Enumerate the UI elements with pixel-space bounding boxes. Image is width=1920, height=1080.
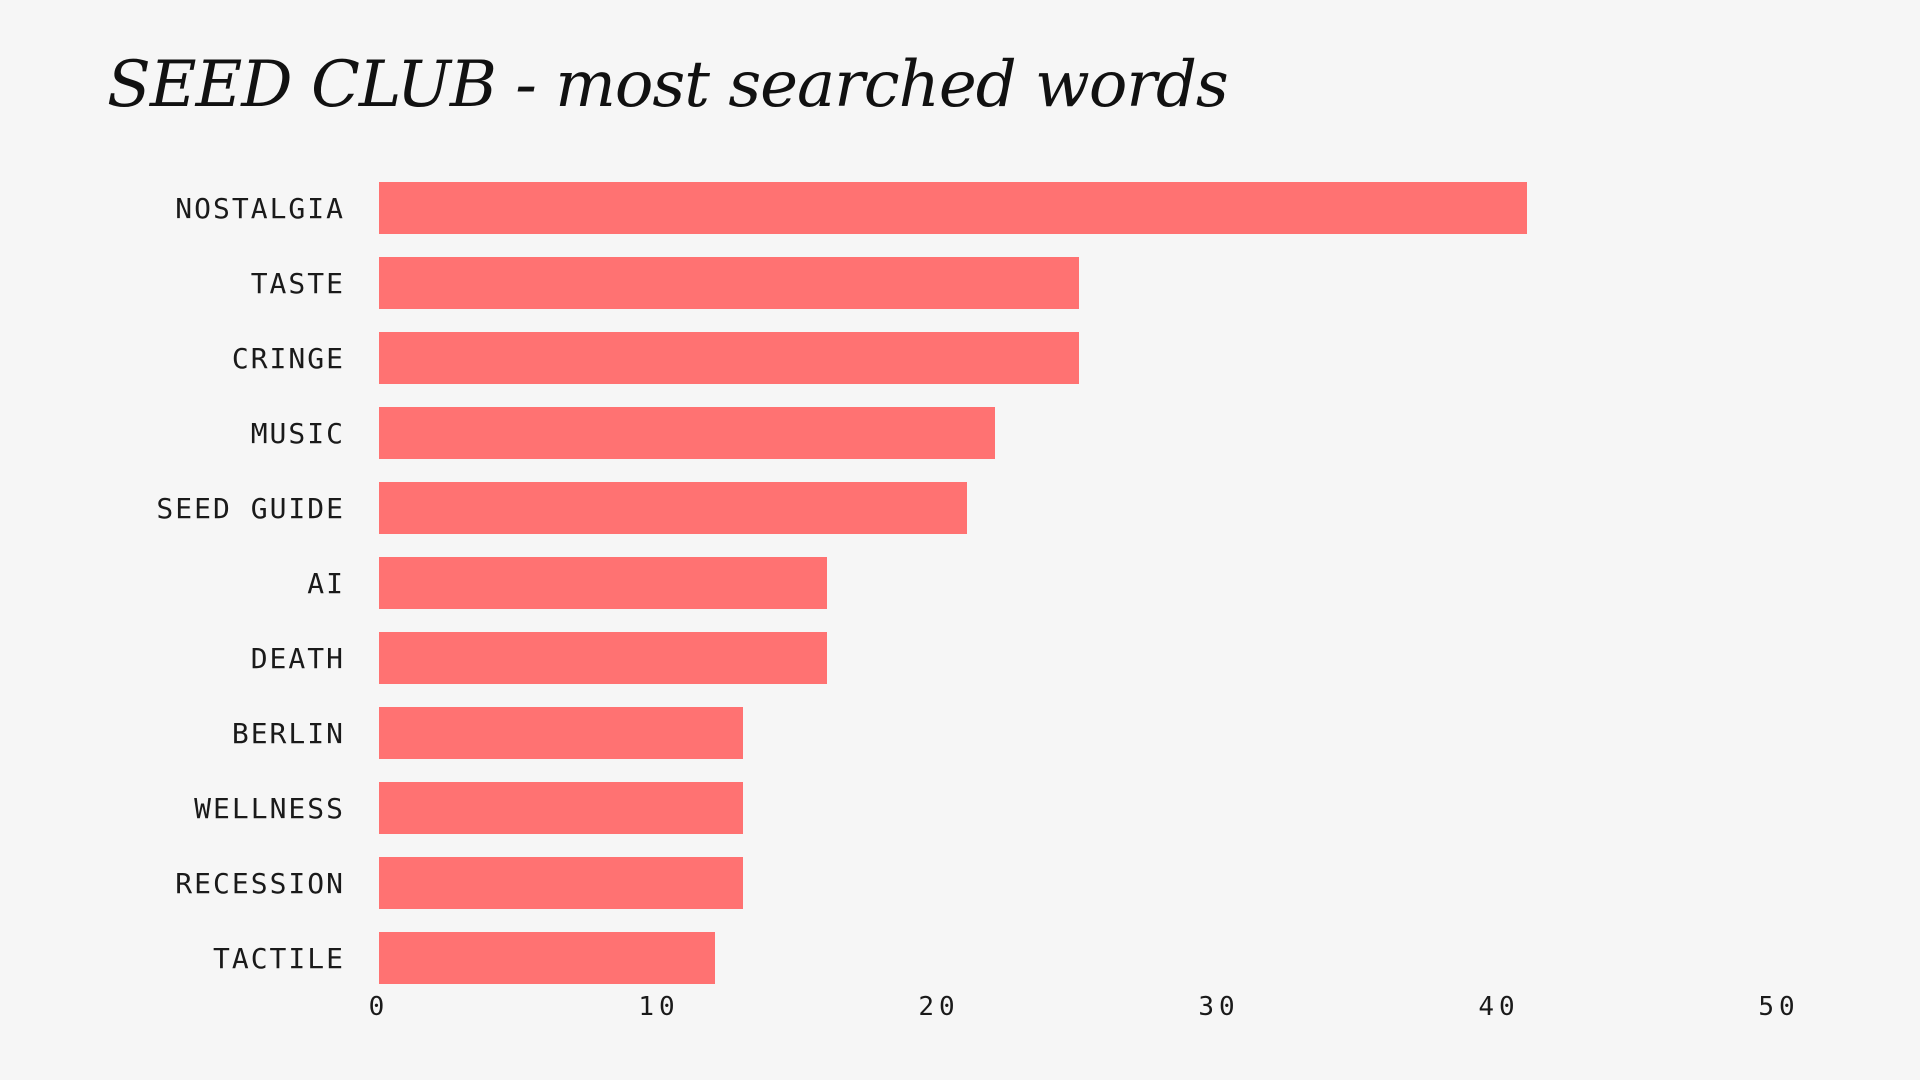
- bar-ai: [379, 557, 827, 609]
- category-label-death: DEATH: [251, 642, 345, 675]
- category-label-taste: TASTE: [251, 267, 345, 300]
- x-axis-ticks: 0 10 20 30 40 50: [369, 992, 1799, 1022]
- bar-berlin: [379, 707, 743, 759]
- bar-wellness: [379, 782, 743, 834]
- category-label-seed-guide: SEED GUIDE: [156, 492, 345, 525]
- category-label-recession: RECESSION: [175, 867, 345, 900]
- category-label-tactile: TACTILE: [213, 942, 345, 975]
- bars-group: [379, 182, 1527, 984]
- bar-tactile: [379, 932, 715, 984]
- bar-taste: [379, 257, 1079, 309]
- x-tick-label: 10: [638, 992, 679, 1022]
- bar-nostalgia: [379, 182, 1527, 234]
- bar-music: [379, 407, 995, 459]
- category-label-wellness: WELLNESS: [194, 792, 345, 825]
- x-tick-label: 20: [918, 992, 959, 1022]
- bar-seed-guide: [379, 482, 967, 534]
- category-label-nostalgia: NOSTALGIA: [175, 192, 345, 225]
- bar-cringe: [379, 332, 1079, 384]
- category-labels: NOSTALGIA TASTE CRINGE MUSIC SEED GUIDE AI DEA…: [156, 192, 345, 975]
- category-label-berlin: BERLIN: [232, 717, 345, 750]
- category-label-cringe: CRINGE: [232, 342, 345, 375]
- x-tick-label: 0: [369, 992, 390, 1022]
- x-tick-label: 30: [1198, 992, 1239, 1022]
- bar-recession: [379, 857, 743, 909]
- x-tick-label: 40: [1478, 992, 1519, 1022]
- category-label-music: MUSIC: [251, 417, 345, 450]
- category-label-ai: AI: [307, 567, 345, 600]
- chart-title: SEED CLUB - most searched words: [107, 48, 1229, 122]
- bar-death: [379, 632, 827, 684]
- x-tick-label: 50: [1758, 992, 1799, 1022]
